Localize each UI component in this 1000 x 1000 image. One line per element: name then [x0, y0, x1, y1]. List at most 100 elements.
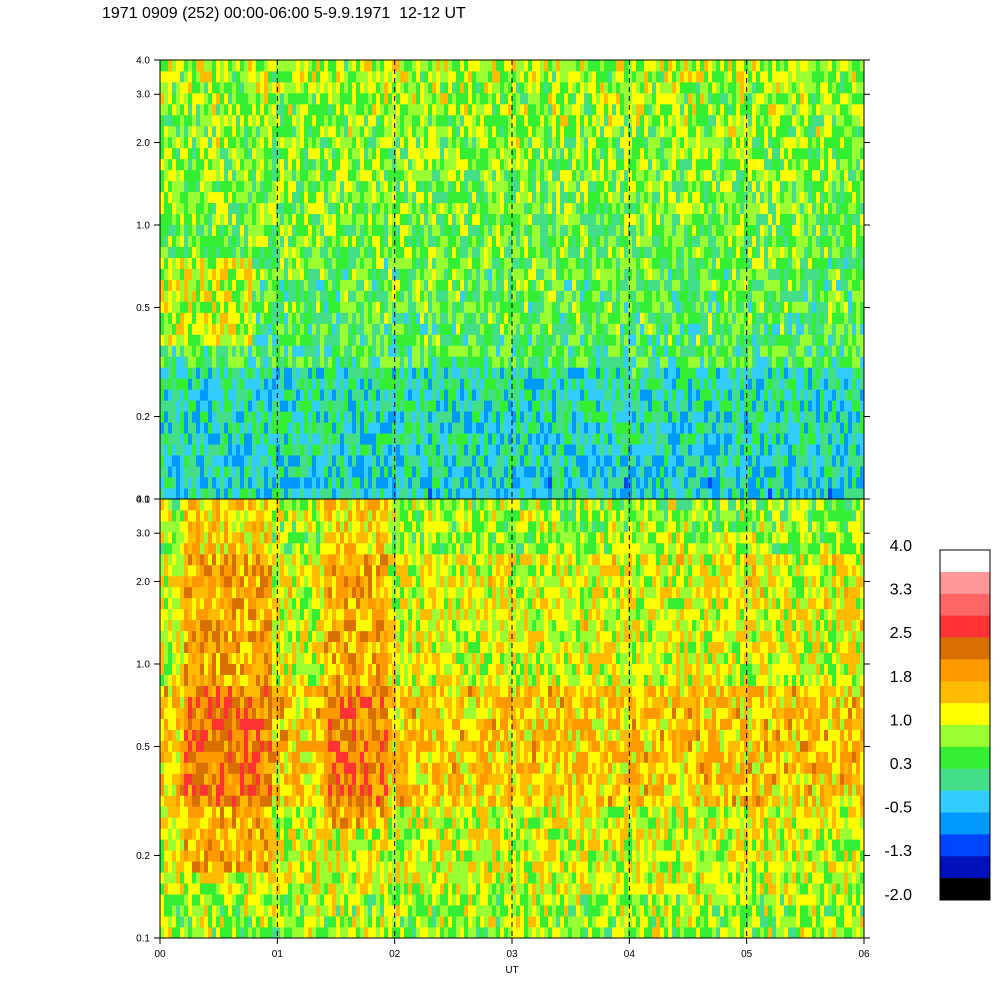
heatmap-cell: [312, 400, 317, 412]
heatmap-cell: [360, 158, 365, 171]
heatmap-cell: [460, 213, 465, 226]
heatmap-cell: [284, 466, 289, 478]
heatmap-cell: [524, 125, 529, 138]
heatmap-cell: [388, 257, 393, 269]
heatmap-cell: [192, 235, 197, 247]
heatmap-cell: [572, 81, 577, 94]
heatmap-cell: [528, 213, 533, 226]
heatmap-cell: [172, 268, 177, 280]
heatmap-cell: [612, 169, 617, 182]
heatmap-cell: [520, 389, 525, 401]
heatmap-cell: [532, 433, 537, 445]
heatmap-cell: [620, 136, 625, 149]
heatmap-cell: [644, 103, 649, 116]
heatmap-cell: [324, 70, 329, 83]
heatmap-cell: [504, 334, 509, 346]
heatmap-cell: [256, 477, 261, 489]
heatmap-cell: [624, 213, 629, 226]
heatmap-cell: [492, 477, 497, 489]
heatmap-cell: [500, 400, 505, 412]
heatmap-cell: [168, 268, 173, 280]
heatmap-cell: [616, 169, 621, 182]
heatmap-cell: [584, 433, 589, 445]
heatmap-cell: [360, 268, 365, 280]
heatmap-cell: [564, 169, 569, 182]
heatmap-cell: [268, 477, 273, 489]
heatmap-cell: [528, 433, 533, 445]
heatmap-cell: [576, 257, 581, 269]
heatmap-cell: [432, 400, 437, 412]
heatmap-cell: [540, 444, 545, 456]
heatmap-cell: [264, 180, 269, 193]
heatmap-cell: [512, 169, 517, 182]
heatmap-cell: [208, 268, 213, 280]
heatmap-cell: [368, 433, 373, 445]
heatmap-cell: [564, 213, 569, 226]
heatmap-cell: [512, 103, 517, 116]
heatmap-cell: [200, 158, 205, 171]
heatmap-cell: [640, 60, 645, 72]
heatmap-cell: [440, 345, 445, 357]
heatmap-cell: [360, 169, 365, 182]
heatmap-cell: [296, 169, 301, 182]
heatmap-cell: [592, 114, 597, 127]
heatmap-cell: [588, 389, 593, 401]
heatmap-cell: [468, 268, 473, 280]
heatmap-cell: [356, 422, 361, 434]
heatmap-cell: [628, 268, 633, 280]
heatmap-cell: [280, 455, 285, 467]
heatmap-cell: [228, 268, 233, 280]
heatmap-cell: [500, 202, 505, 215]
heatmap-cell: [512, 158, 517, 171]
heatmap-cell: [572, 323, 577, 335]
heatmap-cell: [456, 114, 461, 127]
heatmap-cell: [204, 202, 209, 215]
heatmap-cell: [268, 433, 273, 445]
heatmap-cell: [500, 224, 505, 237]
heatmap-cell: [360, 356, 365, 368]
heatmap-cell: [436, 224, 441, 237]
heatmap-cell: [188, 81, 193, 94]
heatmap-cell: [456, 158, 461, 171]
heatmap-cell: [516, 356, 521, 368]
heatmap-cell: [480, 422, 485, 434]
heatmap-cell: [236, 356, 241, 368]
heatmap-cell: [296, 466, 301, 478]
heatmap-cell: [576, 224, 581, 237]
heatmap-cell: [392, 213, 397, 226]
heatmap-cell: [472, 279, 477, 291]
heatmap-cell: [652, 290, 657, 302]
heatmap-cell: [300, 257, 305, 269]
heatmap-cell: [232, 367, 237, 379]
heatmap-cell: [252, 103, 257, 116]
heatmap-cell: [604, 477, 609, 489]
heatmap-cell: [192, 60, 197, 72]
heatmap-cell: [236, 235, 241, 247]
heatmap-cell: [588, 345, 593, 357]
heatmap-cell: [320, 444, 325, 456]
heatmap-cell: [596, 125, 601, 138]
heatmap-cell: [528, 246, 533, 258]
heatmap-cell: [544, 60, 549, 72]
heatmap-cell: [244, 400, 249, 412]
heatmap-cell: [428, 147, 433, 160]
heatmap-cell: [176, 301, 181, 313]
heatmap-cell: [588, 213, 593, 226]
heatmap-cell: [568, 433, 573, 445]
heatmap-cell: [600, 466, 605, 478]
heatmap-cell: [432, 323, 437, 335]
heatmap-cell: [492, 268, 497, 280]
heatmap-cell: [496, 466, 501, 478]
heatmap-cell: [336, 202, 341, 215]
heatmap-cell: [612, 235, 617, 247]
heatmap-cell: [532, 488, 537, 500]
heatmap-cell: [480, 169, 485, 182]
heatmap-cell: [508, 158, 513, 171]
heatmap-cell: [536, 224, 541, 237]
heatmap-cell: [636, 125, 641, 138]
heatmap-cell: [488, 136, 493, 149]
heatmap-cell: [208, 444, 213, 456]
heatmap-cell: [192, 290, 197, 302]
heatmap-cell: [204, 301, 209, 313]
heatmap-cell: [492, 202, 497, 215]
